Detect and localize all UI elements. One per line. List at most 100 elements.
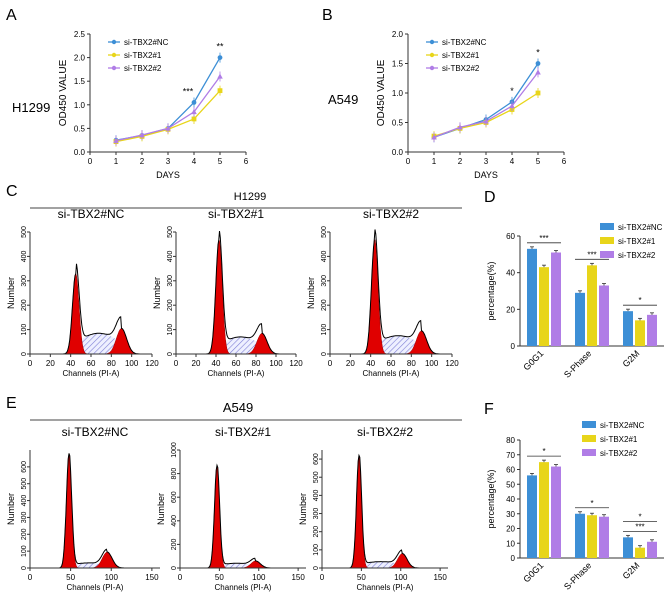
bar-g2m-1 (623, 537, 633, 558)
bar-g0g1-1 (527, 475, 537, 558)
x-tick-label: 20 (192, 359, 201, 368)
legend-marker (429, 52, 435, 58)
histogram-envelope (322, 453, 448, 569)
legend-label: si-TBX2#2 (618, 251, 656, 260)
cell-line-label-b: A549 (328, 92, 358, 107)
y-tick-label: 0.5 (74, 124, 86, 133)
legend-label: si-TBX2#2 (442, 64, 480, 73)
category-label: G2M (621, 560, 642, 581)
significance-label: * (542, 447, 545, 456)
y-tick-label: 0 (21, 566, 28, 570)
x-tick-label: 0 (174, 359, 179, 368)
y-tick-label: 400 (21, 250, 28, 262)
x-tick-label: 40 (66, 359, 75, 368)
s-phase-area (322, 561, 448, 568)
x-tick-label: 100 (125, 359, 139, 368)
histogram-envelope (180, 463, 306, 569)
y-tick-label: 500 (21, 478, 28, 490)
y-tick-label: 40 (506, 269, 515, 278)
panel-label-f: F (484, 401, 494, 418)
x-tick-label: 4 (192, 157, 197, 166)
y-tick-label: 200 (21, 528, 28, 540)
y-tick-label: 0 (321, 352, 328, 356)
bar-s-phase-1 (575, 513, 585, 558)
significance-label: * (536, 48, 540, 58)
x-tick-label: 40 (366, 359, 375, 368)
y-tick-label: 200 (171, 538, 178, 550)
y-tick-label: 100 (21, 545, 28, 557)
y-tick-label: 0 (167, 352, 174, 356)
x-tick-label: 80 (107, 359, 116, 368)
significance-label: *** (587, 250, 596, 259)
y-tick-label: 40 (506, 495, 515, 504)
cell-line-label-a: H1299 (12, 100, 50, 115)
x-tick-label: 1 (432, 157, 437, 166)
x-tick-label: 4 (510, 157, 515, 166)
panel-label-a: A (6, 7, 17, 24)
line-chart-h1299: 0.0 0.5 1.0 1.5 2.0 2.5 0 1 2 3 4 5 6 DAYS OD450 VALUE… (58, 30, 249, 180)
y-tick-label: 600 (21, 461, 28, 473)
y-tick-label: 800 (171, 468, 178, 480)
y-tick-label: 500 (21, 226, 28, 238)
y-tick-label: 500 (313, 471, 320, 483)
histogram-3: si-TBX2#2 0 100 200 300 400 500 0 20 40 60 80 100 120… (306, 207, 459, 378)
s-phase-area (30, 562, 160, 568)
legend-marker (111, 65, 117, 71)
x-axis-label: Channels (PI-A) (63, 369, 120, 378)
x-tick-label: 60 (387, 359, 396, 368)
histogram-title: si-TBX2#NC (62, 425, 129, 439)
x-tick-label: 100 (252, 573, 266, 582)
y-tick-label: 300 (21, 275, 28, 287)
y-tick-label: 400 (321, 250, 328, 262)
g1-peak (180, 465, 306, 569)
legend-swatch (600, 237, 614, 244)
histogram-3: si-TBX2#2 0 100 200 300 400 500 600 0 50 100 150 Cha… (298, 425, 448, 592)
x-tick-label: 100 (269, 359, 283, 368)
y-tick-label: 0 (21, 352, 28, 356)
x-tick-label: 0 (28, 573, 33, 582)
x-tick-label: 0 (28, 359, 33, 368)
bar-s-phase-3 (599, 285, 609, 346)
legend-swatch (600, 223, 614, 230)
y-tick-label: 400 (167, 250, 174, 262)
y-tick-label: 60 (506, 466, 515, 475)
histogram-envelope (176, 230, 296, 355)
bar-s-phase-1 (575, 292, 585, 346)
y-tick-label: 80 (506, 436, 515, 445)
histogram-envelope (30, 453, 160, 569)
y-tick-label: 0 (511, 554, 516, 563)
y-tick-label: 20 (506, 305, 515, 314)
x-axis-label: DAYS (474, 170, 498, 180)
legend-label: si-TBX2#NC (442, 38, 487, 47)
y-tick-label: 0 (313, 566, 320, 570)
y-tick-label: 100 (21, 324, 28, 336)
x-axis-label: Channels (PI-A) (208, 369, 265, 378)
x-tick-label: 0 (406, 157, 411, 166)
x-tick-label: 50 (215, 573, 224, 582)
x-tick-label: 2 (140, 157, 145, 166)
bar-g2m-2 (635, 547, 645, 558)
y-axis-label: Number (6, 277, 16, 309)
x-tick-label: 0 (88, 157, 93, 166)
legend-label: si-TBX2#1 (442, 51, 480, 60)
x-axis-label: Channels (PI-A) (357, 583, 414, 592)
s-phase-area (30, 333, 152, 354)
bar-g0g1-3 (551, 466, 561, 558)
x-tick-label: 1 (114, 157, 119, 166)
legend-label: si-TBX2#NC (600, 421, 645, 430)
x-tick-label: 6 (244, 157, 249, 166)
legend-label: si-TBX2#1 (600, 435, 638, 444)
significance-label: *** (635, 522, 644, 531)
category-label: G2M (621, 348, 642, 369)
y-tick-label: 0 (171, 566, 178, 570)
legend-label: si-TBX2#1 (618, 237, 656, 246)
x-tick-label: 120 (445, 359, 459, 368)
s-phase-area (330, 335, 452, 354)
legend-label: si-TBX2#2 (124, 64, 162, 73)
x-tick-label: 20 (46, 359, 55, 368)
significance-label: *** (539, 234, 548, 243)
x-tick-label: 100 (425, 359, 439, 368)
